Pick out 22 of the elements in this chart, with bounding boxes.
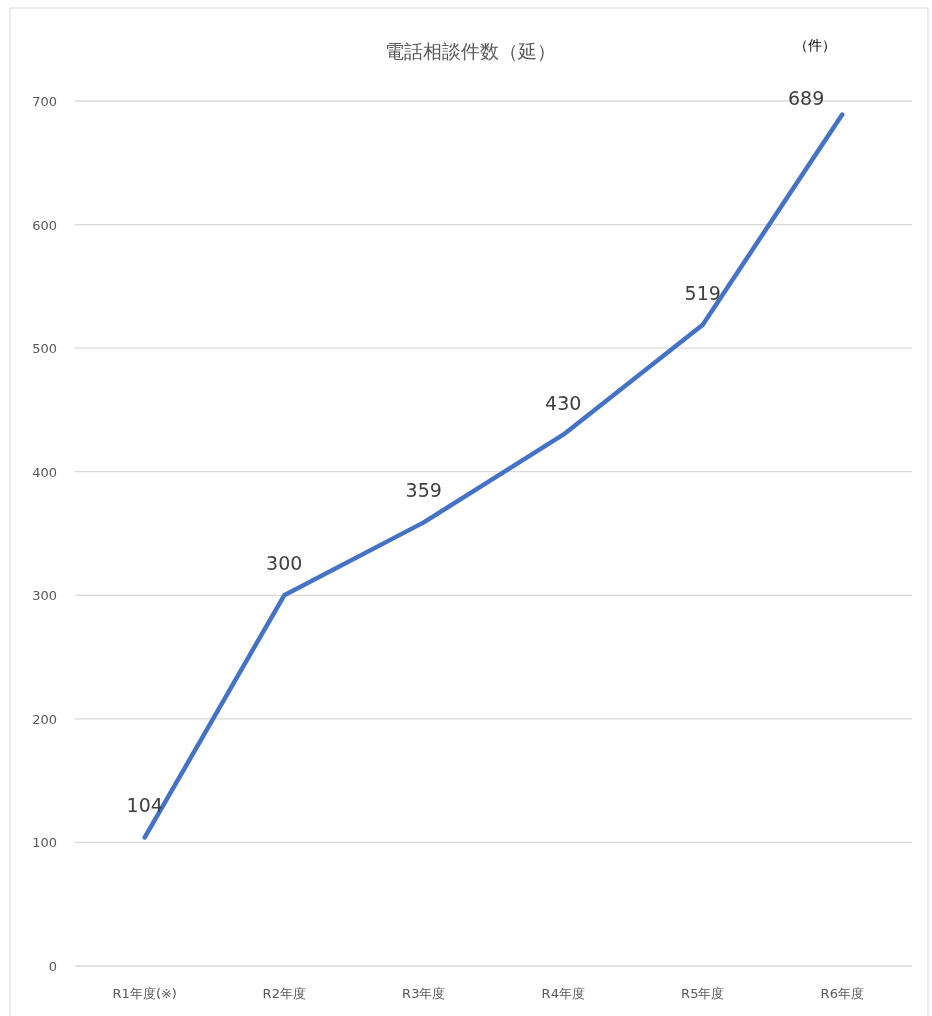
- data-label: 359: [405, 479, 442, 502]
- data-label: 689: [787, 86, 825, 109]
- y-tick-label: 600: [32, 217, 57, 233]
- x-tick-label: R4年度: [541, 986, 585, 1001]
- y-tick-label: 300: [32, 588, 57, 604]
- y-tick-label: 400: [32, 464, 57, 480]
- text: （件）: [794, 37, 836, 53]
- y-tick-label: 500: [32, 341, 57, 357]
- data-label: 519: [684, 281, 721, 304]
- y-tick-label: 700: [32, 94, 57, 109]
- y-tick-label: 0: [48, 959, 57, 974]
- data-label: 430: [545, 391, 582, 414]
- y-tick-label: 100: [32, 835, 57, 851]
- chart-title: 電話相談件数（延）: [384, 40, 556, 62]
- x-tick-label: R3年度: [402, 986, 446, 1001]
- data-label: 300: [266, 552, 303, 575]
- x-tick-label: R1年度(※): [112, 986, 177, 1001]
- x-tick-label: R6年度: [820, 986, 864, 1001]
- data-label: 104: [126, 794, 163, 817]
- x-tick-label: R2年度: [262, 986, 306, 1001]
- x-tick-label: R5年度: [681, 986, 725, 1001]
- y-tick-label: 200: [32, 711, 57, 727]
